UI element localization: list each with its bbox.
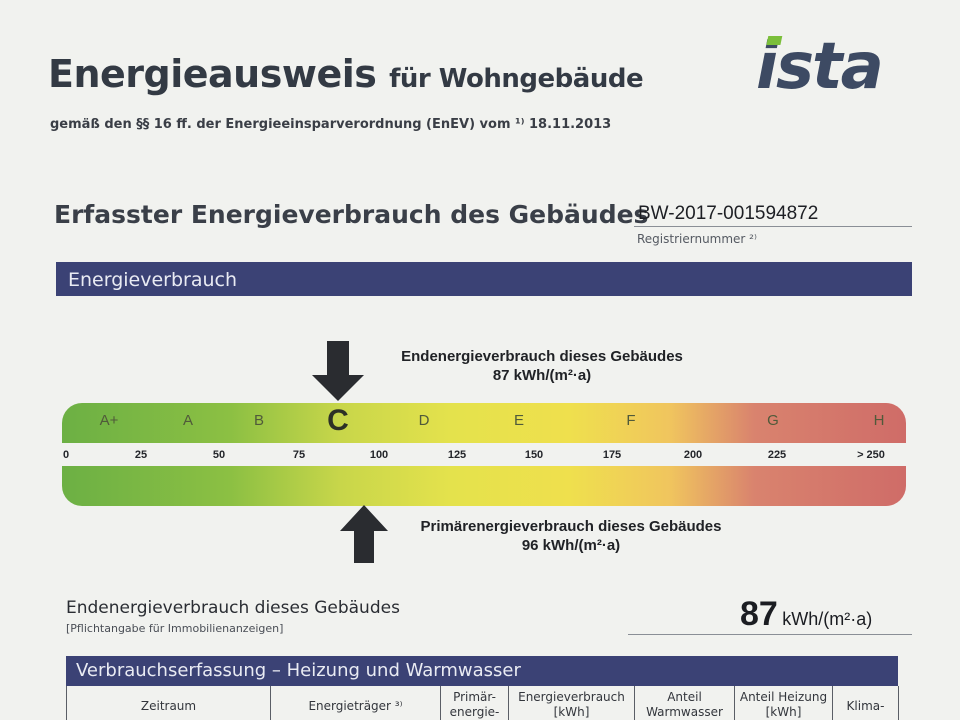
scale-tick: 225	[767, 449, 787, 461]
primaerenergie-marker: Primärenergieverbrauch dieses Gebäudes 9…	[394, 517, 748, 555]
summary-unit: kWh/(m²·a)	[782, 609, 873, 629]
scale-class-a: A	[182, 412, 194, 429]
summary-note: [Pflichtangabe für Immobilienanzeigen]	[66, 622, 284, 635]
scale-class-aplus: A+	[99, 412, 119, 429]
endenergie-marker: Endenergieverbrauch dieses Gebäudes 87 k…	[372, 347, 712, 385]
energy-consumption-band: Energieverbrauch	[56, 262, 912, 296]
summary-value: 87 kWh/(m²·a)	[740, 595, 872, 634]
summary-underline	[628, 634, 912, 635]
scale-class-d: D	[418, 412, 430, 429]
section-heading: Erfasster Energieverbrauch des Gebäudes	[54, 200, 649, 229]
consumption-table-header: Zeitraum Energieträger ³⁾ Primär- energie-…	[66, 686, 899, 720]
summary-title: Endenergieverbrauch dieses Gebäudes	[66, 598, 400, 618]
scale-class-f: F	[626, 412, 636, 429]
title-main: Energieausweis	[48, 52, 377, 96]
scale-tick: 50	[212, 449, 226, 461]
scale-tick: 0	[62, 449, 70, 461]
scale-tick: 150	[524, 449, 544, 461]
efficiency-scale-bottom	[62, 466, 906, 506]
scale-tick: 25	[134, 449, 148, 461]
scale-tick: 125	[447, 449, 467, 461]
arrow-down-icon	[312, 341, 364, 401]
table-column-header: Anteil Heizung [kWh]	[735, 686, 833, 720]
efficiency-scale-top	[62, 403, 906, 443]
endenergie-value: 87 kWh/(m²·a)	[492, 367, 592, 384]
scale-tick: 175	[602, 449, 622, 461]
title-sub: für Wohngebäude	[389, 64, 644, 94]
registration-label: Registriernummer ²⁾	[637, 232, 757, 246]
ista-logo: ista	[756, 30, 884, 98]
table-column-header: Zeitraum	[67, 686, 271, 720]
consumption-table-band: Verbrauchserfassung – Heizung und Warmwa…	[66, 656, 898, 686]
endenergie-label: Endenergieverbrauch dieses Gebäudes	[401, 348, 683, 365]
registration-underline	[634, 226, 912, 227]
scale-class-h: H	[873, 412, 885, 429]
scale-class-b: B	[253, 412, 265, 429]
scale-tick: 75	[292, 449, 306, 461]
scale-class-c: C	[327, 404, 349, 437]
scale-class-g: G	[767, 412, 779, 429]
scale-class-e: E	[513, 412, 525, 429]
scale-tick: 100	[369, 449, 389, 461]
arrow-up-icon	[340, 505, 388, 563]
scale-tick: > 250	[857, 449, 885, 461]
legal-reference: gemäß den §§ 16 ff. der Energieeinsparve…	[50, 117, 612, 132]
primaerenergie-value: 96 kWh/(m²·a)	[521, 537, 621, 554]
primaerenergie-label: Primärenergieverbrauch dieses Gebäudes	[420, 518, 722, 535]
registration-number: BW-2017-001594872	[638, 203, 819, 224]
table-column-header: Anteil Warmwasser	[635, 686, 735, 720]
summary-number: 87	[740, 595, 778, 633]
table-column-header: Energieträger ³⁾	[271, 686, 441, 720]
table-column-header: Energieverbrauch [kWh]	[509, 686, 635, 720]
scale-tick: 200	[683, 449, 703, 461]
document-title: Energieausweis für Wohngebäude	[48, 52, 644, 96]
table-column-header: Klima-	[833, 686, 899, 720]
table-column-header: Primär- energie-	[441, 686, 509, 720]
